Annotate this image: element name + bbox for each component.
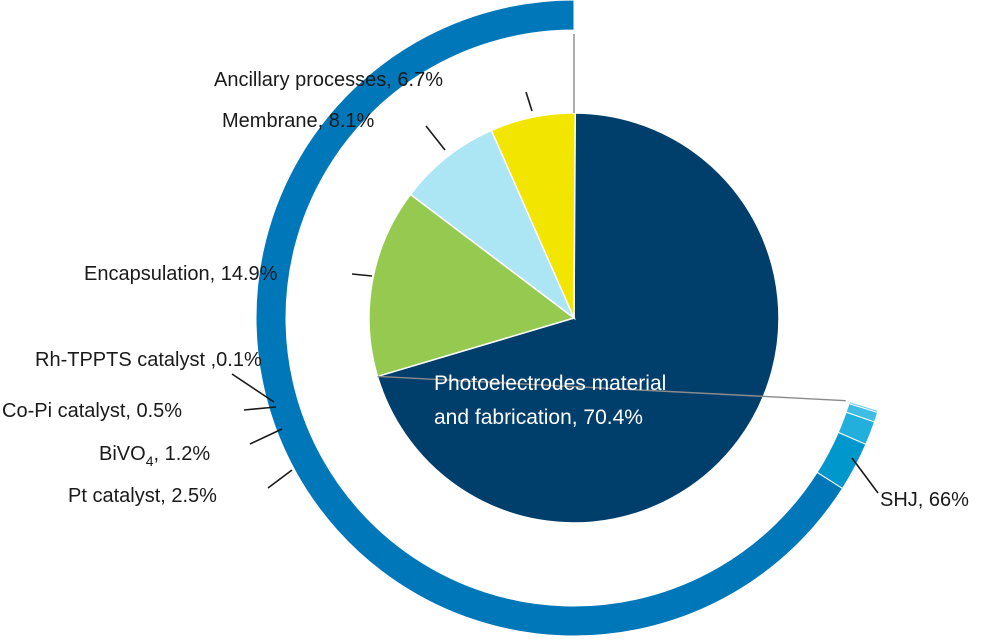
label-bivo4-main: BiVO bbox=[99, 443, 146, 465]
label-co-pi-catalyst: Co-Pi catalyst, 0.5% bbox=[2, 400, 182, 422]
leader-lines bbox=[231, 91, 879, 494]
label-rh-tppts-catalyst: Rh-TPPTS catalyst ,0.1% bbox=[35, 349, 262, 371]
pie-slice-membrane bbox=[409, 129, 576, 321]
leader-encapsulation bbox=[351, 273, 373, 277]
label-membrane: Membrane, 8.1% bbox=[222, 110, 375, 132]
ring-segment-co-pi-catalyst bbox=[845, 402, 879, 423]
label-bivo4: BiVO4, 1.2% bbox=[99, 443, 210, 469]
leader-membrane bbox=[425, 125, 446, 151]
label-photoelectrodes-line2: and fabrication, 70.4% bbox=[434, 406, 643, 429]
label-shj: SHJ, 66% bbox=[880, 489, 969, 511]
ring-segment-bivo4 bbox=[837, 411, 876, 445]
pie-slice-photoelectrodes-material-and-fabrication bbox=[376, 112, 780, 524]
ring-segment-pt-catalyst bbox=[816, 431, 867, 490]
label-ancillary-processes: Ancillary processes, 6.7% bbox=[214, 69, 443, 91]
label-pt-catalyst: Pt catalyst, 2.5% bbox=[68, 485, 217, 507]
ring-segment-shj bbox=[255, 0, 844, 637]
outer-ring bbox=[255, 0, 879, 637]
leader-shj bbox=[851, 457, 879, 494]
label-bivo4-subscript: 4 bbox=[146, 453, 154, 469]
leader-rh-tppts bbox=[231, 373, 275, 403]
guide-line-bottom bbox=[377, 375, 846, 402]
label-photoelectrodes-line1: Photoelectrodes material bbox=[434, 372, 666, 395]
label-encapsulation: Encapsulation, 14.9% bbox=[84, 263, 278, 285]
leader-pt-catalyst bbox=[267, 469, 293, 489]
ring-segment-rh-tppts-catalyst bbox=[848, 401, 879, 414]
leader-bivo4 bbox=[249, 428, 283, 445]
guide-lines bbox=[377, 34, 846, 402]
pie-slice-encapsulation bbox=[368, 193, 576, 378]
leader-co-pi bbox=[243, 406, 277, 411]
label-bivo4-tail: , 1.2% bbox=[153, 443, 210, 465]
pie-slice-ancillary-processes bbox=[490, 112, 577, 319]
inner-pie bbox=[368, 112, 780, 524]
leader-ancillary bbox=[525, 91, 533, 112]
